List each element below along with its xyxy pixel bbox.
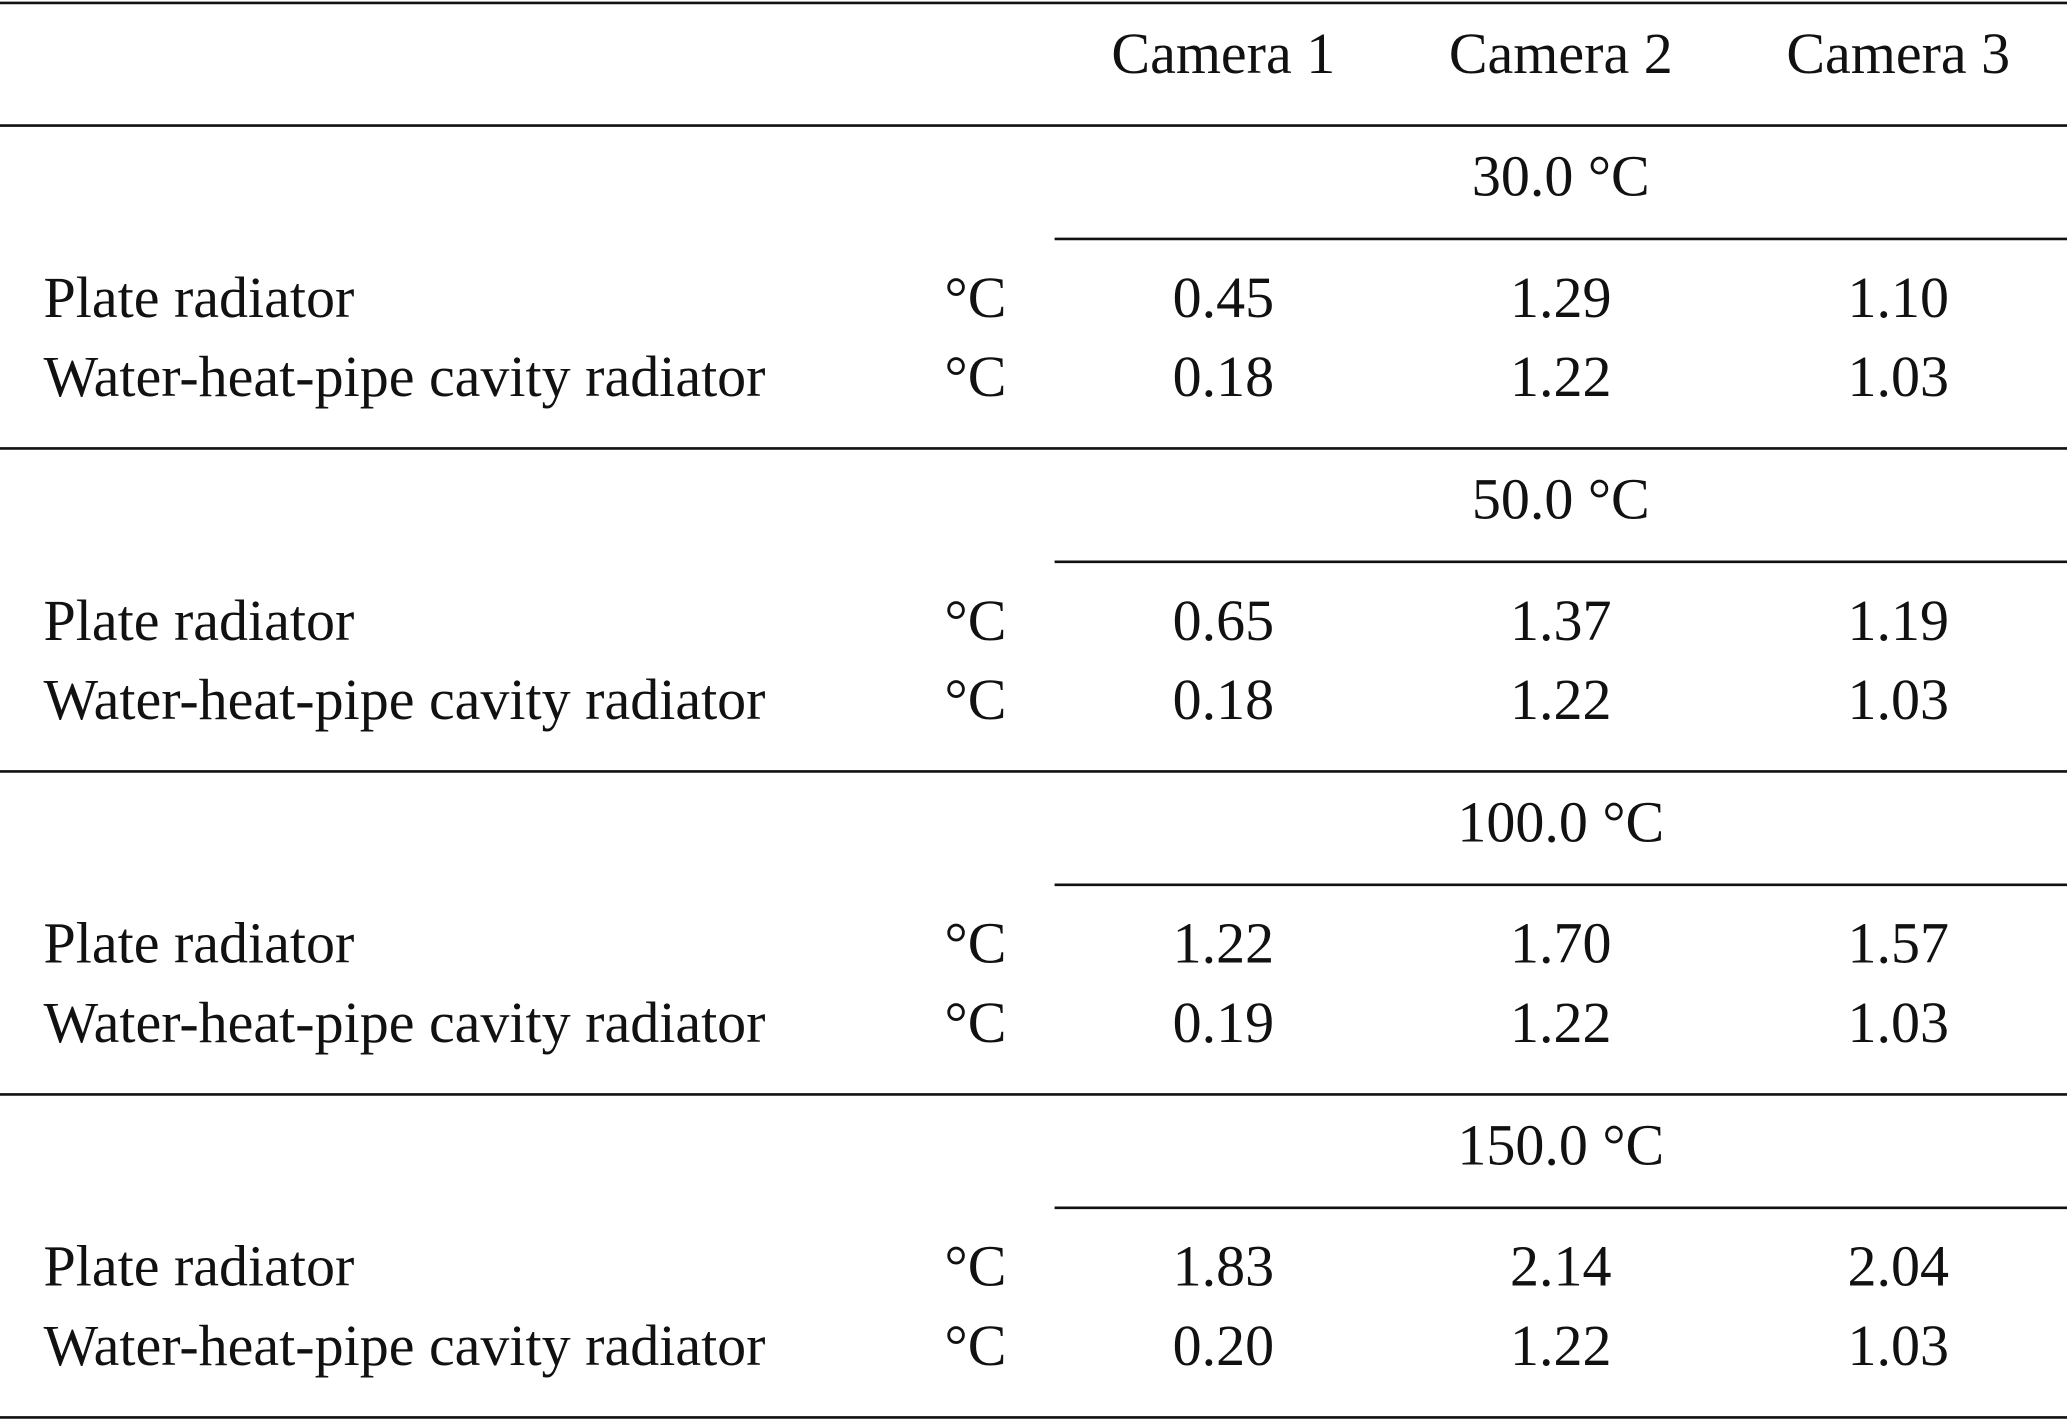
cell-value: 0.20	[1173, 1313, 1275, 1378]
row-label: Plate radiator	[44, 911, 355, 976]
cell-value: 1.29	[1510, 265, 1612, 330]
cell-value: 1.10	[1848, 265, 1949, 330]
cell-value: 1.03	[1848, 1313, 1949, 1378]
row-label: Water-heat-pipe cavity radiator	[44, 1313, 766, 1378]
cell-value: 1.22	[1510, 1313, 1612, 1378]
cell-value: 2.04	[1848, 1234, 1949, 1299]
group-title: 30.0 °C	[1472, 144, 1650, 209]
column-header: Camera 3	[1786, 21, 2010, 86]
cell-value: 1.70	[1510, 911, 1612, 976]
row-label: Water-heat-pipe cavity radiator	[44, 667, 766, 732]
row-unit: °C	[945, 1313, 1007, 1378]
row-unit: °C	[945, 265, 1007, 330]
cell-value: 1.22	[1510, 667, 1612, 732]
cell-value: 1.83	[1173, 1234, 1275, 1299]
row-unit: °C	[945, 990, 1007, 1055]
cell-value: 0.45	[1173, 265, 1275, 330]
row-unit: °C	[945, 344, 1007, 409]
group-title: 100.0 °C	[1457, 789, 1664, 854]
cell-value: 1.19	[1848, 588, 1949, 653]
column-header: Camera 1	[1111, 21, 1335, 86]
group-title: 50.0 °C	[1472, 466, 1650, 531]
row-unit: °C	[945, 911, 1007, 976]
cell-value: 0.18	[1173, 667, 1275, 732]
cell-value: 0.19	[1173, 990, 1275, 1055]
row-unit: °C	[945, 588, 1007, 653]
row-unit: °C	[945, 1234, 1007, 1299]
cell-value: 1.03	[1848, 667, 1949, 732]
row-label: Water-heat-pipe cavity radiator	[44, 344, 766, 409]
row-label: Plate radiator	[44, 1234, 355, 1299]
cell-value: 1.22	[1510, 344, 1612, 409]
cell-value: 1.22	[1510, 990, 1612, 1055]
cell-value: 0.18	[1173, 344, 1275, 409]
cell-value: 1.22	[1173, 911, 1275, 976]
group-title: 150.0 °C	[1457, 1112, 1664, 1177]
column-header: Camera 2	[1449, 21, 1673, 86]
row-label: Plate radiator	[44, 588, 355, 653]
cell-value: 1.57	[1848, 911, 1949, 976]
row-label: Water-heat-pipe cavity radiator	[44, 990, 766, 1055]
cell-value: 1.03	[1848, 990, 1949, 1055]
row-label: Plate radiator	[44, 265, 355, 330]
cell-value: 0.65	[1173, 588, 1275, 653]
cell-value: 2.14	[1510, 1234, 1612, 1299]
cell-value: 1.03	[1848, 344, 1949, 409]
row-unit: °C	[945, 667, 1007, 732]
cell-value: 1.37	[1510, 588, 1612, 653]
